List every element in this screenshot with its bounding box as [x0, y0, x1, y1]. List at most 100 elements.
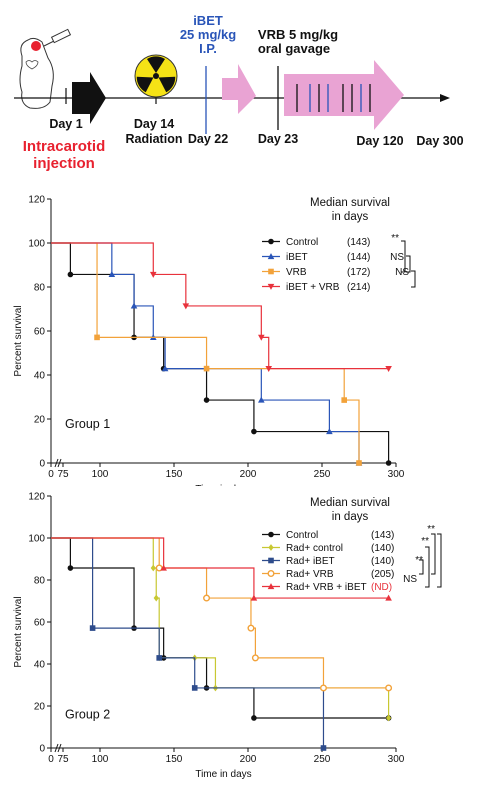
x-tick-label: 75: [57, 754, 69, 765]
legend-entry: Rad+ VRB + iBET: [286, 582, 367, 593]
data-point: [251, 654, 259, 662]
injection-arrow: [72, 72, 106, 124]
injection-label-line1: Intracarotid: [23, 138, 106, 155]
mouse-syringe-icon: [19, 28, 72, 109]
x-tick-label: 150: [166, 754, 183, 765]
legend-marker: [268, 557, 274, 564]
data-point: [130, 302, 138, 309]
x-tick-label: 200: [240, 754, 257, 765]
x-tick-label: 200: [240, 469, 257, 480]
legend: Control (143) iBET (144) VRB (172) iBET + VRB (…: [262, 237, 370, 293]
data-point: [385, 594, 392, 601]
data-point: [385, 684, 393, 692]
y-tick-label: 20: [34, 702, 46, 713]
legend-median: (143): [347, 237, 370, 248]
data-point: [67, 271, 74, 278]
x-axis-label: Time in days: [195, 769, 251, 780]
series-control: [51, 242, 392, 466]
y-tick-label: 120: [28, 492, 45, 503]
series-control: [51, 537, 392, 721]
legend-marker: [267, 583, 275, 590]
y-tick-label: 0: [39, 459, 45, 470]
significance-label: NS: [403, 574, 417, 585]
y-tick-label: 60: [34, 327, 46, 338]
legend-marker: [268, 531, 274, 538]
series-line: [51, 537, 389, 689]
radiation-icon: [134, 54, 178, 98]
legend-entry: iBET: [286, 252, 308, 263]
data-point: [386, 714, 392, 722]
legend-entry: Control: [286, 530, 318, 541]
data-point: [247, 624, 255, 632]
treatment-timeline: iBET 25 mg/kg I.P. VRB 5 mg/kg oral gava…: [14, 13, 464, 172]
series-ibet-vrb: [51, 242, 392, 373]
y-tick-label: 120: [28, 195, 45, 206]
x-tick-label: 100: [92, 754, 109, 765]
x-tick-label: 75: [57, 469, 69, 480]
data-point: [161, 365, 169, 372]
legend-entry: iBET + VRB: [286, 282, 340, 293]
legend-title-line2: in days: [332, 511, 369, 523]
x-tick-label: 250: [314, 754, 331, 765]
legend-median: (205): [371, 569, 394, 580]
legend-title-line2: in days: [332, 211, 369, 223]
y-tick-label: 100: [28, 534, 45, 545]
data-point: [258, 334, 265, 341]
legend: Control (143) Rad+ control (140) Rad+ iBET (1…: [262, 530, 394, 593]
y-tick-label: 80: [34, 576, 46, 587]
series-line: [51, 537, 389, 599]
data-point: [341, 397, 347, 403]
day300-label: Day 300: [416, 134, 463, 148]
significance-brackets: ******NS: [403, 524, 442, 588]
series-line: [51, 242, 389, 370]
day23-label: Day 23: [258, 132, 298, 146]
legend-title-line1: Median survival: [310, 497, 390, 509]
legend-median: (ND): [371, 582, 392, 593]
data-point: [191, 685, 198, 691]
series-rad-vrb: [51, 537, 393, 692]
x-axis-label: Time in days: [195, 484, 251, 486]
ibet-route: I.P.: [199, 41, 217, 56]
data-point: [356, 460, 362, 466]
y-tick-label: 40: [34, 371, 46, 382]
data-point: [326, 428, 333, 435]
data-point: [150, 564, 156, 572]
y-tick-label: 40: [34, 660, 46, 671]
legend-median: (140): [371, 556, 394, 567]
ibet-dose: 25 mg/kg: [180, 27, 236, 42]
data-point: [251, 715, 257, 721]
legend-median: (143): [371, 530, 394, 541]
x-tick-label: 0: [48, 754, 54, 765]
significance-label: **: [421, 536, 429, 547]
series-rad-ibet: [51, 537, 327, 751]
legend-marker: [268, 544, 274, 551]
x-tick-label: 150: [166, 469, 183, 480]
group-label: Group 2: [65, 708, 110, 722]
legend-entry: VRB: [286, 267, 307, 278]
y-tick-label: 60: [34, 618, 46, 629]
ibet-arrow: [222, 64, 256, 114]
legend-marker: [268, 268, 274, 275]
x-tick-label: 0: [48, 469, 54, 480]
data-point: [89, 625, 96, 631]
injection-label-line2: injection: [33, 155, 95, 172]
legend-title-line1: Median survival: [310, 197, 390, 209]
significance-label: NS: [390, 252, 404, 263]
x-tick-label: 300: [388, 469, 405, 480]
data-point: [251, 428, 257, 435]
data-point: [108, 271, 116, 278]
data-point: [160, 564, 167, 571]
data-point: [182, 303, 190, 310]
data-point: [385, 366, 392, 373]
data-point: [320, 745, 327, 751]
y-tick-label: 80: [34, 283, 46, 294]
day120-label: Day 120: [356, 134, 403, 148]
x-tick-label: 250: [314, 469, 331, 480]
data-point: [250, 594, 258, 601]
legend-marker: [267, 569, 275, 577]
series-rad-control: [51, 537, 392, 722]
data-point: [153, 594, 159, 602]
significance-label: NS: [395, 267, 409, 278]
group-label: Group 1: [65, 417, 110, 431]
